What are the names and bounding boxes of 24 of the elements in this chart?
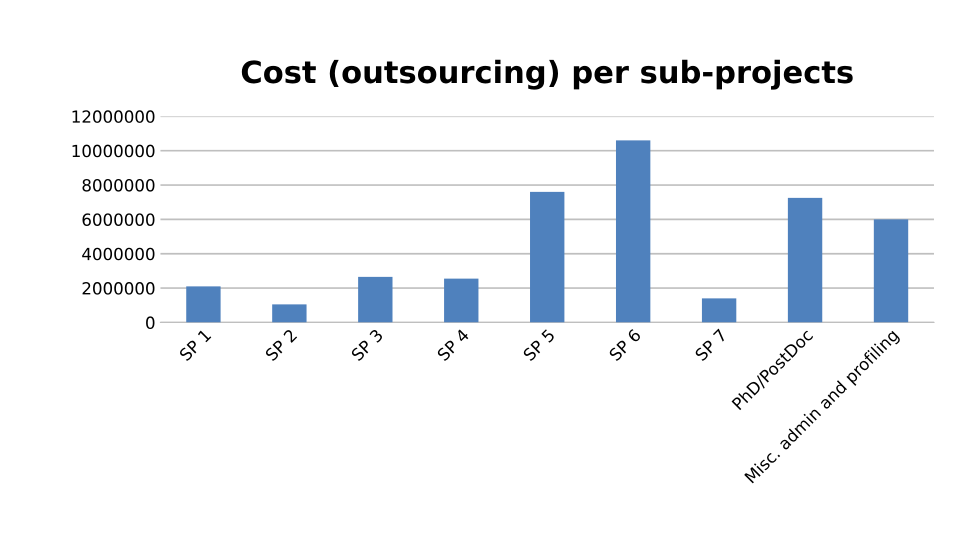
bar xyxy=(874,219,908,322)
x-tick-label: SP 3 xyxy=(350,328,384,362)
y-tick-label: 8000000 xyxy=(82,179,154,192)
y-tick-label: 4000000 xyxy=(82,248,154,260)
x-tick-label: SP 6 xyxy=(608,328,642,362)
y-tick-label: 12000000 xyxy=(72,110,154,123)
chart-title: Cost (outsourcing) per sub-projects xyxy=(242,60,853,90)
y-tick-label: 10000000 xyxy=(72,144,154,158)
x-tick-label: SP 5 xyxy=(522,328,556,362)
x-tick-label: SP 4 xyxy=(436,328,470,362)
bar xyxy=(358,276,393,322)
y-tick-label: 2000000 xyxy=(82,282,154,295)
x-tick-label: SP 7 xyxy=(694,328,728,362)
x-tick-label: SP 1 xyxy=(178,328,212,362)
bar xyxy=(702,298,736,322)
bar xyxy=(444,278,478,322)
bar xyxy=(186,286,221,322)
bar xyxy=(272,304,307,322)
bar xyxy=(788,198,822,322)
bar xyxy=(616,140,650,322)
bar xyxy=(530,192,564,322)
x-tick-label: SP 2 xyxy=(264,328,298,362)
y-tick-label: 6000000 xyxy=(82,213,154,226)
y-tick-label: 0 xyxy=(146,316,154,329)
